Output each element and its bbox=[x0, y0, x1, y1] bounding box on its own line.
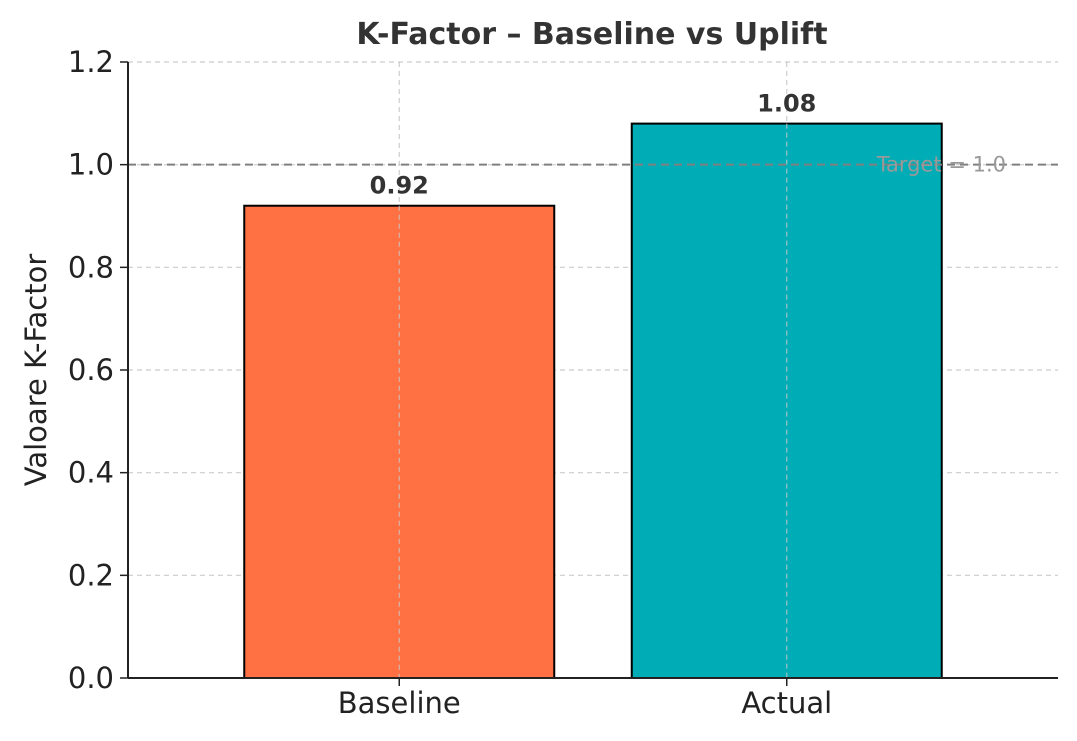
y-tick-label: 1.2 bbox=[68, 45, 114, 79]
axes-group bbox=[120, 61, 1058, 686]
data-label: 1.08 bbox=[757, 90, 816, 118]
chart-title: K-Factor – Baseline vs Uplift bbox=[356, 17, 827, 52]
target-line-label: Target = 1.0 bbox=[876, 153, 1006, 177]
y-tick-label: 0.4 bbox=[68, 456, 114, 490]
y-axis-label: Valoare K-Factor bbox=[19, 254, 53, 487]
labels-group: 0.0 0.2 0.4 0.6 0.8 1.0 1.2 0.92 Baseline 1.08 Act… bbox=[68, 45, 832, 720]
y-tick-label: 0.0 bbox=[68, 661, 114, 695]
data-label: 0.92 bbox=[370, 172, 429, 200]
y-tick-label: 0.6 bbox=[68, 353, 114, 387]
y-tick-label: 0.2 bbox=[68, 558, 114, 592]
y-tick-label: 1.0 bbox=[68, 148, 114, 182]
x-tick-label: Actual bbox=[741, 686, 832, 720]
y-tick-label: 0.8 bbox=[68, 250, 114, 284]
bars-group bbox=[243, 122, 943, 680]
target-line-group: Target = 1.0 bbox=[128, 153, 1058, 177]
x-tick-label: Baseline bbox=[338, 686, 461, 720]
